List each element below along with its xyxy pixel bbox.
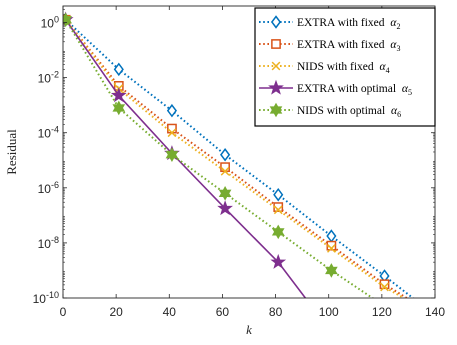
data-point [110, 87, 127, 103]
data-point [271, 224, 285, 240]
legend-entry: EXTRA with fixed α2 [259, 15, 400, 31]
data-point [220, 166, 230, 176]
x-tick-label: 20 [109, 305, 123, 319]
y-tick-label: 10-10 [33, 290, 59, 306]
y-tick-exponent: -4 [51, 125, 59, 135]
data-point [220, 148, 231, 162]
legend-marker [271, 61, 281, 71]
data-point [379, 279, 390, 290]
legend-name: EXTRA with fixed [297, 39, 387, 51]
data-point [218, 186, 232, 201]
data-point [326, 240, 337, 251]
legend-label: NIDS with fixed α4 [297, 61, 390, 75]
legend-symbol: α [390, 39, 397, 51]
data-point [217, 200, 233, 216]
data-point [380, 282, 389, 292]
y-axis-label: Residual [4, 129, 19, 175]
series-line [64, 19, 406, 298]
y-tick-label: 100 [41, 15, 59, 31]
axes-box [62, 5, 436, 299]
legend-symbol: α [402, 83, 409, 95]
legend-marker [268, 79, 284, 95]
data-point [270, 253, 287, 269]
legend-subscript: 3 [396, 44, 400, 53]
data-point [165, 147, 179, 163]
legend-entry: NIDS with fixed α4 [259, 61, 390, 75]
y-tick-exponent: -2 [51, 70, 59, 80]
series-5 [63, 12, 375, 298]
x-tick-label: 140 [425, 305, 445, 319]
x-tick-label: 0 [60, 305, 67, 319]
y-tick-label: 10-6 [38, 180, 59, 196]
legend-entry: EXTRA with fixed α3 [259, 39, 400, 53]
x-tick-label: 120 [372, 305, 392, 319]
y-tick-exponent: 0 [54, 15, 59, 25]
data-point [326, 244, 336, 253]
legend-label: NIDS with optimal α6 [297, 105, 401, 119]
x-tick-label: 40 [163, 305, 177, 319]
y-tick-label: 10-4 [38, 125, 59, 141]
y-tick-base: 10 [33, 292, 47, 306]
legend-symbol: α [390, 17, 397, 29]
data-point [167, 123, 177, 134]
legend-label: EXTRA with fixed α2 [297, 17, 400, 31]
axes-layer: 0 20 40 60 80 100 120 14010010-210-410-610-810-… [4, 5, 445, 337]
x-axis-label: k [246, 322, 252, 337]
y-tick-label: 10-8 [38, 235, 59, 251]
legend-label: EXTRA with optimal α5 [297, 83, 412, 97]
legend-entry: EXTRA with optimal α5 [259, 79, 412, 97]
legend-marker [270, 15, 282, 29]
y-tick-base: 10 [38, 72, 52, 86]
legend-name: EXTRA with optimal [297, 83, 399, 95]
legend-marker [269, 102, 283, 118]
x-tick-label: 60 [216, 305, 230, 319]
data-point [113, 62, 124, 77]
data-point [166, 103, 178, 118]
y-tick-base: 10 [38, 182, 52, 196]
legend-symbol: α [380, 61, 387, 73]
legend-subscript: 2 [396, 22, 400, 31]
data-point [273, 187, 284, 202]
legend-entry: NIDS with optimal α6 [259, 102, 401, 119]
legend-subscript: 5 [408, 88, 412, 97]
legend-name: EXTRA with fixed [297, 17, 387, 29]
x-tick-label: 80 [269, 305, 283, 319]
y-tick-base: 10 [38, 237, 52, 251]
legend-name: NIDS with fixed [297, 61, 377, 73]
y-tick-exponent: -6 [51, 180, 59, 190]
legend-label: EXTRA with fixed α3 [297, 39, 400, 53]
y-tick-exponent: -8 [51, 235, 59, 245]
legend-marker [271, 39, 281, 49]
legend-subscript: 6 [397, 110, 401, 119]
y-tick-base: 10 [41, 17, 55, 31]
y-tick-exponent: -10 [46, 290, 59, 300]
data-point [167, 128, 177, 138]
series-layer [63, 11, 415, 298]
data-point [273, 205, 283, 215]
y-tick-base: 10 [38, 127, 52, 141]
data-point [325, 263, 338, 278]
data-point [112, 100, 126, 116]
legend-name: NIDS with optimal [297, 105, 388, 117]
legend-subscript: 4 [386, 66, 390, 75]
legend-symbol: α [391, 105, 398, 117]
series-line [65, 19, 307, 298]
x-tick-label: 100 [319, 305, 339, 319]
y-tick-label: 10-2 [38, 70, 59, 86]
